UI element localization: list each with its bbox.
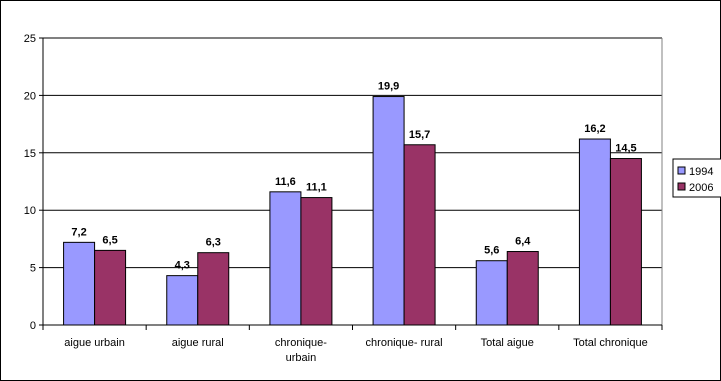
y-tick-label: 5 (30, 263, 36, 275)
data-label: 14,5 (615, 143, 636, 155)
y-tick-label: 10 (24, 205, 36, 217)
plot-area: 0 5 10 15 20 25 7,2 6,5 aigue urbain 4,3 6,3 aigue … (24, 33, 663, 364)
x-tick-label: aigue urbain (64, 337, 125, 349)
bar-2006 (506, 251, 539, 326)
x-tick-label: chronique- (275, 337, 327, 349)
legend-swatch-1994 (677, 166, 686, 175)
bar-2006 (300, 197, 333, 326)
data-label: 6,4 (515, 236, 531, 248)
x-tick-label: urbain (286, 352, 317, 364)
y-tick-label: 15 (24, 148, 36, 160)
plot-background (43, 38, 662, 325)
x-tick-label: chronique- rural (366, 337, 443, 349)
bar-2006 (94, 249, 127, 326)
data-label: 7,2 (71, 226, 86, 238)
bar-2006 (403, 144, 436, 326)
bar-2006 (609, 158, 642, 326)
legend-box (672, 158, 721, 198)
data-label: 6,5 (102, 234, 117, 246)
data-label: 6,3 (206, 237, 221, 249)
data-label: 16,2 (584, 123, 605, 135)
bar-1994 (166, 275, 199, 326)
bar-1994 (578, 138, 611, 326)
data-label: 11,6 (275, 176, 296, 188)
data-label: 5,6 (484, 245, 499, 257)
legend-swatch-2006 (677, 182, 686, 191)
bar-1994 (63, 241, 96, 326)
legend: 1994 2006 (672, 158, 721, 198)
legend-label: 2006 (689, 182, 713, 194)
legend-label: 1994 (689, 166, 713, 178)
data-label: 11,1 (306, 182, 327, 194)
data-label: 19,9 (378, 81, 399, 93)
y-tick-label: 20 (24, 90, 36, 102)
data-label: 4,3 (175, 260, 190, 272)
x-tick-label: Total aigue (481, 337, 534, 349)
data-label: 15,7 (409, 129, 430, 141)
bar-1994 (269, 191, 302, 326)
x-tick-label: Total chronique (573, 337, 648, 349)
y-tick-label: 0 (30, 320, 36, 332)
x-tick-label: aigue rural (172, 337, 224, 349)
y-tick-label: 25 (24, 33, 36, 45)
bar-1994 (372, 96, 405, 326)
bar-1994 (475, 260, 508, 326)
bar-2006 (197, 252, 230, 326)
